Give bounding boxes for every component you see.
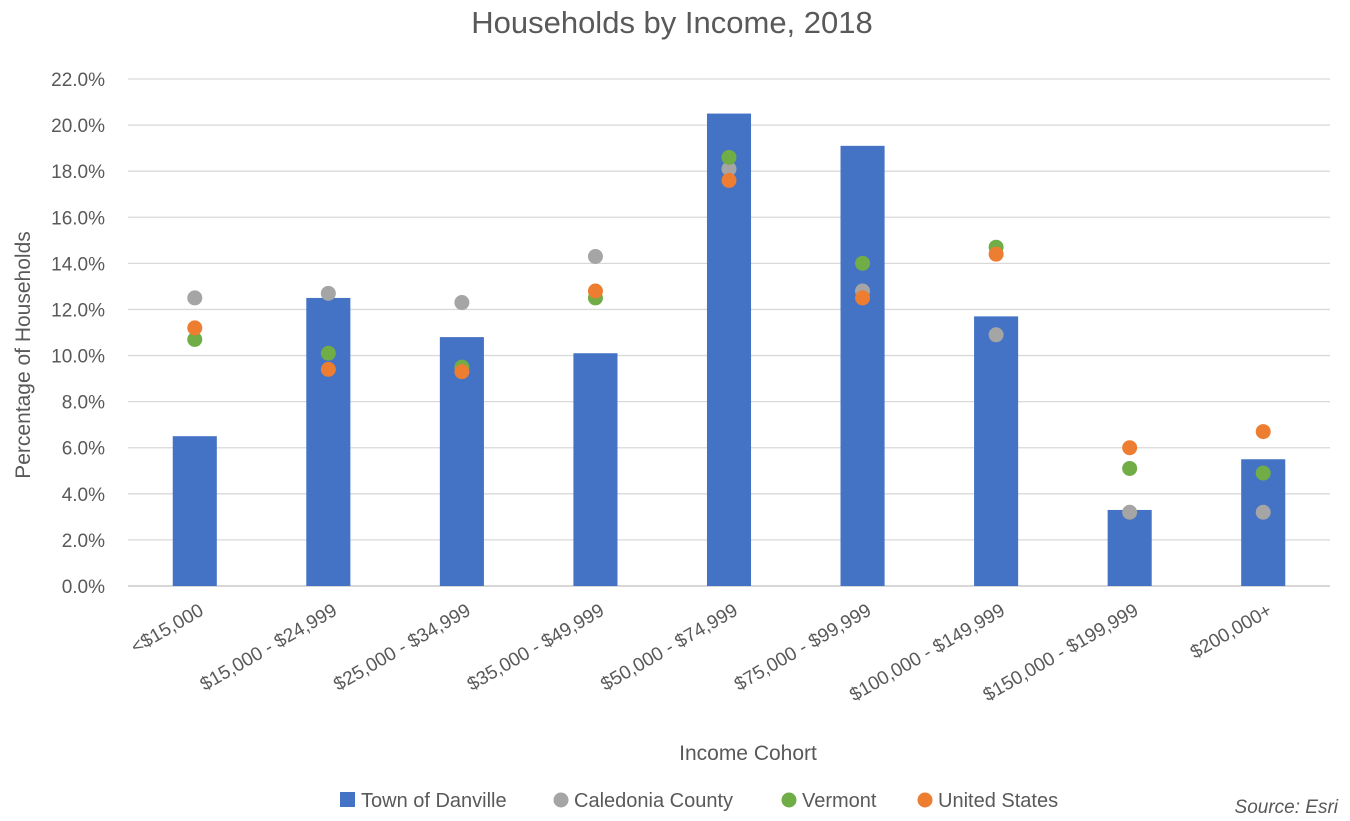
y-tick-label: 8.0% xyxy=(62,393,105,414)
point-vermont xyxy=(721,149,737,165)
bar-town-of-danville xyxy=(573,353,618,586)
point-united-states xyxy=(1255,424,1271,440)
point-vermont xyxy=(855,255,871,271)
bar-town-of-danville xyxy=(306,297,351,586)
bar-town-of-danville xyxy=(1107,509,1152,586)
point-caledonia-county xyxy=(721,161,737,177)
y-tick-label: 10.0% xyxy=(51,347,105,368)
point-united-states xyxy=(721,172,737,188)
bar-town-of-danville xyxy=(974,316,1019,586)
point-vermont xyxy=(320,345,336,361)
y-tick-label: 0.0% xyxy=(62,577,105,598)
point-vermont xyxy=(1255,465,1271,481)
chart-title: Households by Income, 2018 xyxy=(471,5,873,40)
bar-series xyxy=(172,113,1286,587)
point-caledonia-county xyxy=(454,295,470,311)
bar-town-of-danville xyxy=(706,113,752,587)
y-tick-label: 14.0% xyxy=(51,254,105,275)
legend-label-united-states: United States xyxy=(938,790,1058,812)
legend-swatch-vermont xyxy=(781,792,797,808)
legend-swatch-caledonia-county xyxy=(553,792,569,808)
y-tick-label: 12.0% xyxy=(51,300,105,321)
point-caledonia-county xyxy=(1122,504,1138,520)
point-caledonia-county xyxy=(187,290,203,306)
y-axis-title: Percentage of Households xyxy=(12,231,35,479)
y-tick-label: 18.0% xyxy=(51,162,105,183)
legend-label-town-of-danville: Town of Danville xyxy=(361,790,507,812)
x-tick-label: $15,000 - $24,999 xyxy=(197,600,341,695)
point-vermont xyxy=(187,331,203,347)
point-united-states xyxy=(454,364,470,380)
legend: Town of Danville Caledonia County Vermont U… xyxy=(340,790,1058,812)
y-tick-label: 20.0% xyxy=(51,116,105,137)
source-note: Source: Esri xyxy=(1235,797,1339,816)
x-tick-label: <$15,000 xyxy=(128,600,208,658)
x-tick-label: $75,000 - $99,999 xyxy=(731,600,875,695)
x-tick-label: $50,000 - $74,999 xyxy=(597,600,741,695)
point-united-states xyxy=(988,246,1004,262)
point-united-states xyxy=(587,283,603,299)
x-axis-ticks: <$15,000$15,000 - $24,999$25,000 - $34,9… xyxy=(128,600,1276,706)
legend-label-vermont: Vermont xyxy=(802,790,877,812)
legend-swatch-town-of-danville xyxy=(340,792,355,807)
y-tick-label: 22.0% xyxy=(51,70,105,91)
y-tick-label: 16.0% xyxy=(51,208,105,229)
point-united-states xyxy=(1122,440,1138,456)
x-tick-label: $35,000 - $49,999 xyxy=(464,600,608,695)
y-axis-ticks: 0.0% 2.0% 4.0% 6.0% 8.0% 10.0% 12.0% 14.0% 16.0%… xyxy=(51,70,105,598)
point-united-states xyxy=(187,320,203,336)
x-axis-title: Income Cohort xyxy=(679,742,817,765)
bar-town-of-danville xyxy=(840,145,885,586)
bar-town-of-danville xyxy=(172,436,217,586)
point-caledonia-county xyxy=(320,285,336,301)
x-tick-label: $200,000+ xyxy=(1187,600,1276,663)
point-united-states xyxy=(320,361,336,377)
y-tick-label: 2.0% xyxy=(62,531,105,552)
point-caledonia-county xyxy=(988,327,1004,343)
legend-label-caledonia-county: Caledonia County xyxy=(574,790,733,812)
legend-swatch-united-states xyxy=(917,792,933,808)
point-caledonia-county xyxy=(1255,504,1271,520)
point-united-states xyxy=(855,290,871,306)
y-tick-label: 6.0% xyxy=(62,439,105,460)
point-vermont xyxy=(1122,460,1138,476)
point-caledonia-county xyxy=(587,248,603,264)
point-series xyxy=(187,149,1271,520)
x-tick-label: $25,000 - $34,999 xyxy=(330,600,474,695)
y-tick-label: 4.0% xyxy=(62,485,105,506)
